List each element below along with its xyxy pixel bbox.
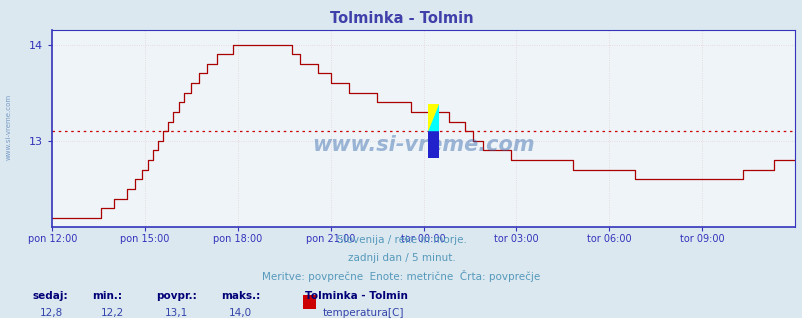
Text: povpr.:: povpr.: — [156, 291, 197, 301]
Text: 14,0: 14,0 — [229, 308, 252, 318]
Text: 12,8: 12,8 — [40, 308, 63, 318]
Polygon shape — [427, 104, 439, 131]
Text: www.si-vreme.com: www.si-vreme.com — [6, 94, 12, 160]
Text: 12,2: 12,2 — [100, 308, 124, 318]
Text: zadnji dan / 5 minut.: zadnji dan / 5 minut. — [347, 253, 455, 263]
Text: www.si-vreme.com: www.si-vreme.com — [312, 135, 534, 155]
Text: Tolminka - Tolmin: Tolminka - Tolmin — [330, 11, 472, 26]
Text: Tolminka - Tolmin: Tolminka - Tolmin — [305, 291, 407, 301]
Text: 13,1: 13,1 — [164, 308, 188, 318]
Text: maks.:: maks.: — [221, 291, 260, 301]
Text: sedaj:: sedaj: — [32, 291, 67, 301]
Text: Slovenija / reke in morje.: Slovenija / reke in morje. — [336, 235, 466, 245]
Text: Meritve: povprečne  Enote: metrične  Črta: povprečje: Meritve: povprečne Enote: metrične Črta:… — [262, 270, 540, 282]
Polygon shape — [427, 131, 439, 158]
Text: min.:: min.: — [92, 291, 122, 301]
Polygon shape — [427, 104, 439, 131]
Text: temperatura[C]: temperatura[C] — [322, 308, 403, 318]
